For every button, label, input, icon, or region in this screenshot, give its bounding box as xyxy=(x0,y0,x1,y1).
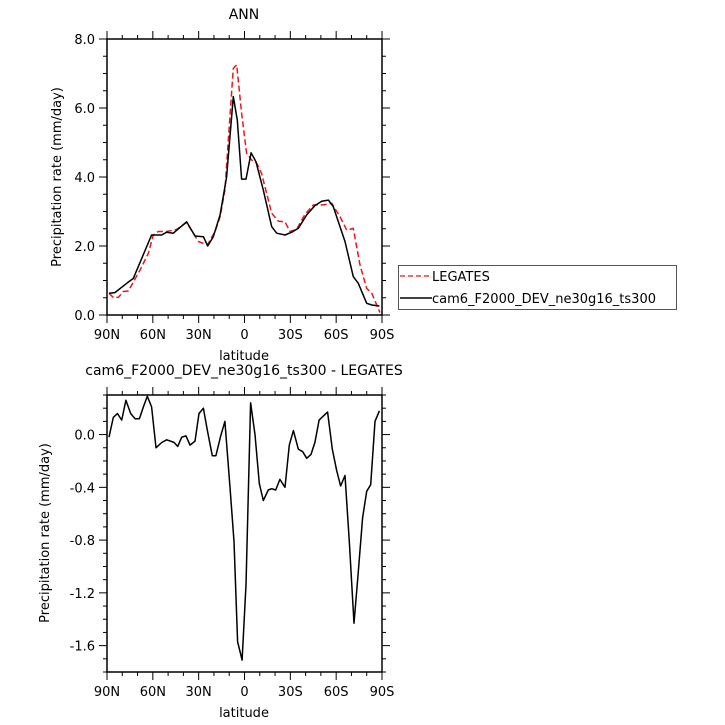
y-tick-label: 0.0 xyxy=(74,309,95,324)
x-tick-label: 30S xyxy=(278,328,303,343)
x-tick-label: 90N xyxy=(94,328,120,343)
x-tick-label: 60N xyxy=(140,685,166,700)
legend-box xyxy=(398,265,677,310)
y-axis-label: Precipitation rate (mm/day) xyxy=(38,443,53,623)
y-tick-label: 2.0 xyxy=(74,240,95,255)
y-axis-label: Precipitation rate (mm/day) xyxy=(50,87,65,267)
legend-label-legates: LEGATES xyxy=(432,270,490,285)
legend: LEGATES cam6_F2000_DEV_ne30g16_ts300 xyxy=(398,265,677,310)
x-tick-label: 30N xyxy=(186,685,212,700)
annual-precip-panel: ANN latitude Precipitation rate (mm/day)… xyxy=(50,7,394,364)
x-tick-label: 90N xyxy=(94,685,120,700)
difference-panel: cam6_F2000_DEV_ne30g16_ts300 - LEGATES l… xyxy=(38,363,403,721)
x-tick-label: 90S xyxy=(370,685,395,700)
series-line-difference xyxy=(108,395,381,661)
x-tick-label: 0 xyxy=(240,685,248,700)
y-tick-label: -1.2 xyxy=(70,587,95,602)
x-tick-label: 90S xyxy=(370,328,395,343)
series-line-cam6-f2000-dev-ne30g16-ts300 xyxy=(108,95,380,307)
y-tick-label: -0.4 xyxy=(70,481,95,496)
x-tick-label: 30N xyxy=(186,328,212,343)
y-tick-label: 0.0 xyxy=(74,429,95,444)
plot-frame xyxy=(106,394,383,673)
x-tick-label: 60N xyxy=(140,328,166,343)
x-axis-label: latitude xyxy=(219,706,269,721)
chart-title: ANN xyxy=(229,7,260,23)
y-tick-label: -0.8 xyxy=(70,534,95,549)
legend-label-cam6: cam6_F2000_DEV_ne30g16_ts300 xyxy=(432,292,656,307)
x-axis-label: latitude xyxy=(219,349,269,364)
y-tick-label: -1.6 xyxy=(70,640,95,655)
x-tick-label: 60S xyxy=(324,328,349,343)
chart-title: cam6_F2000_DEV_ne30g16_ts300 - LEGATES xyxy=(85,363,403,379)
x-tick-label: 60S xyxy=(324,685,349,700)
y-tick-label: 4.0 xyxy=(74,171,95,186)
series-line-legates xyxy=(108,64,381,313)
y-tick-label: 6.0 xyxy=(74,102,95,117)
y-tick-label: 8.0 xyxy=(74,33,95,48)
x-tick-label: 30S xyxy=(278,685,303,700)
plot-frame xyxy=(106,38,383,316)
x-tick-label: 0 xyxy=(240,328,248,343)
